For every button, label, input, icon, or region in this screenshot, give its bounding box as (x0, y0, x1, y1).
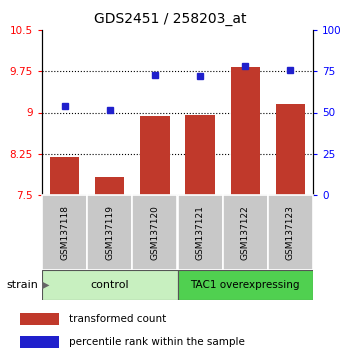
Text: strain: strain (7, 280, 39, 290)
Bar (42, 195, 87, 270)
Bar (178, 195, 223, 270)
Text: transformed count: transformed count (69, 314, 166, 324)
Text: GSM137123: GSM137123 (286, 205, 295, 260)
Bar (132, 195, 178, 270)
Bar (140, 116, 169, 195)
Text: control: control (90, 280, 129, 290)
Text: GSM137122: GSM137122 (241, 205, 250, 260)
Bar (276, 104, 305, 195)
Text: GSM137119: GSM137119 (105, 205, 114, 260)
Bar (87, 195, 132, 270)
Text: GDS2451 / 258203_at: GDS2451 / 258203_at (94, 12, 247, 26)
Text: GSM137118: GSM137118 (60, 205, 69, 260)
Bar (50, 156, 79, 195)
Bar (95, 177, 124, 195)
Bar (178, 270, 313, 300)
Text: ▶: ▶ (42, 280, 49, 290)
Text: GSM137120: GSM137120 (150, 205, 159, 260)
Bar (20, 336, 59, 348)
Bar (268, 195, 313, 270)
Bar (42, 270, 178, 300)
Text: GSM137121: GSM137121 (196, 205, 205, 260)
Bar (20, 313, 59, 325)
Text: TAC1 overexpressing: TAC1 overexpressing (191, 280, 300, 290)
Bar (186, 115, 215, 195)
Bar (223, 195, 268, 270)
Bar (231, 67, 260, 195)
Text: percentile rank within the sample: percentile rank within the sample (69, 337, 245, 347)
